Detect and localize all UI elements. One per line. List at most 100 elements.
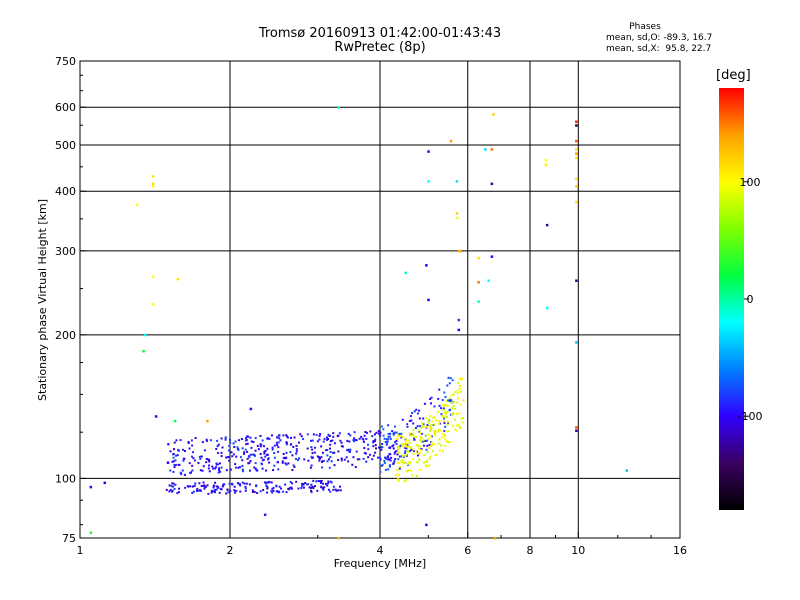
echo-dot (216, 445, 219, 448)
echo-dot (259, 445, 262, 448)
echo-point (249, 407, 253, 411)
echo-dot (224, 438, 227, 441)
echo-dot (277, 468, 280, 471)
echo-dot (445, 416, 448, 419)
echo-dot (219, 470, 222, 473)
echo-point (143, 333, 147, 337)
echo-dot (231, 455, 234, 458)
echo-dot (383, 437, 386, 440)
echo-dot (191, 455, 194, 458)
echo-point (455, 180, 459, 183)
echo-dot (379, 456, 382, 459)
echo-dot (418, 429, 421, 432)
echo-dot (220, 451, 223, 454)
echo-point (151, 303, 155, 306)
echo-dot (204, 485, 207, 488)
echo-dot (430, 445, 433, 448)
echo-dot (426, 451, 429, 454)
echo-dot (286, 436, 289, 439)
echo-dot (456, 401, 459, 404)
echo-dot (289, 451, 292, 454)
echo-dot (235, 489, 238, 492)
echo-dot (205, 438, 208, 441)
echo-dot (413, 438, 416, 441)
echo-dot (446, 404, 449, 407)
echo-dot (216, 439, 219, 442)
echo-dot (379, 458, 382, 461)
echo-dot (239, 484, 242, 487)
echo-dot (444, 438, 447, 441)
echo-dot (172, 470, 175, 473)
echo-dot (311, 452, 314, 455)
echo-dot (174, 483, 177, 486)
echo-dot (454, 407, 457, 410)
echo-dot (220, 488, 223, 491)
echo-dot (442, 407, 445, 410)
echo-dot (401, 445, 404, 448)
echo-point (575, 177, 578, 181)
echo-dot (234, 440, 237, 443)
echo-dot (192, 457, 195, 460)
echo-dot (292, 445, 295, 448)
echo-dot (220, 437, 223, 440)
echo-dot (420, 426, 423, 429)
colorbar-ticks: 100 0 -100 (738, 176, 763, 423)
echo-dot (195, 489, 198, 492)
echo-dot (383, 461, 386, 464)
echo-dot (273, 464, 276, 467)
echo-dot (292, 464, 295, 467)
echo-point (263, 513, 267, 517)
echo-dot (397, 435, 400, 438)
echo-dot (276, 435, 279, 438)
echo-dot (356, 458, 359, 461)
echo-dot (313, 446, 316, 449)
echo-dot (392, 462, 395, 465)
echo-dot (461, 421, 464, 424)
echo-dot (208, 464, 211, 467)
echo-dot (438, 388, 441, 391)
echo-dot (329, 434, 332, 437)
echo-dot (205, 439, 208, 442)
echo-dot (389, 437, 392, 440)
echo-dot (450, 413, 453, 416)
echo-dot (337, 450, 340, 453)
echo-dot (325, 436, 328, 439)
echo-dot (273, 452, 276, 455)
echo-point (404, 271, 407, 275)
echo-dot (416, 450, 419, 453)
echo-dot (424, 439, 427, 442)
echo-dot (353, 437, 356, 440)
echo-dot (191, 469, 194, 472)
echo-dot (459, 403, 462, 406)
echo-dot (175, 439, 178, 442)
echo-dot (374, 444, 377, 447)
echo-dot (390, 456, 393, 459)
echo-dot (427, 464, 430, 467)
echo-point (166, 461, 170, 464)
echo-dot (427, 419, 430, 422)
echo-dot (191, 444, 194, 447)
echo-dot (397, 473, 400, 476)
echo-dot (239, 490, 242, 493)
echo-dot (425, 448, 428, 451)
echo-dot (421, 432, 424, 435)
echo-dot (327, 438, 330, 441)
echo-dot (393, 431, 396, 434)
echo-dot (245, 482, 248, 485)
echo-dot (419, 449, 422, 452)
echo-dot (297, 458, 300, 461)
echo-dot (178, 491, 181, 494)
echo-dot (260, 443, 263, 446)
echo-dot (278, 434, 281, 437)
echo-dot (253, 454, 256, 457)
echo-dot (442, 449, 445, 452)
echo-point (337, 106, 340, 109)
echo-dot (443, 411, 446, 414)
echo-dot (250, 440, 253, 443)
echo-dot (437, 422, 440, 425)
echo-dot (398, 465, 401, 468)
echo-dot (246, 435, 249, 438)
echo-dot (394, 425, 397, 428)
echo-dot (243, 452, 246, 455)
